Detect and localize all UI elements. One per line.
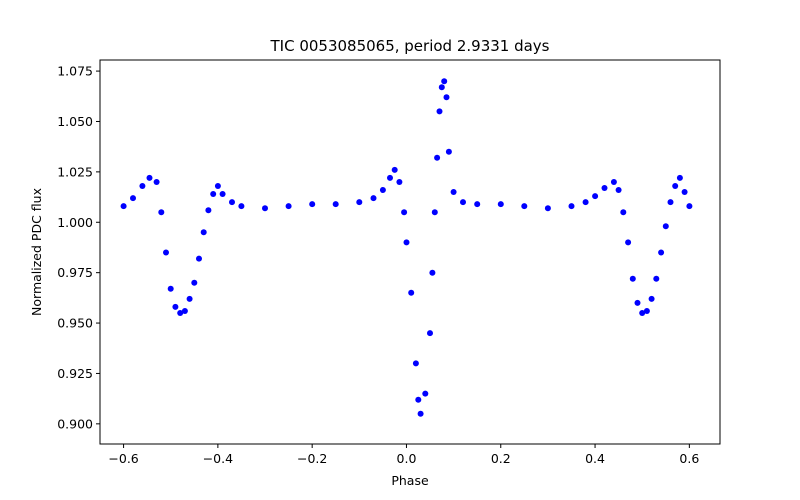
data-point [672, 183, 679, 189]
data-point [415, 396, 422, 403]
y-tick-label: 1.050 [57, 114, 93, 129]
data-point [648, 295, 655, 302]
data-point [181, 308, 188, 314]
data-point [436, 108, 443, 115]
data-point [658, 249, 665, 256]
y-tick-label: 0.975 [57, 265, 93, 280]
data-point [408, 289, 415, 296]
y-tick-label: 0.925 [57, 366, 93, 381]
data-point [686, 203, 693, 210]
data-point [403, 239, 410, 246]
data-point [163, 249, 169, 256]
x-tick-label: 0.0 [397, 451, 417, 466]
data-point [662, 223, 669, 230]
data-point [238, 203, 245, 210]
y-tick-label: 1.075 [57, 64, 93, 79]
data-point [332, 201, 339, 208]
data-point [396, 179, 403, 185]
data-point [191, 279, 198, 286]
y-tick-label: 0.900 [57, 416, 93, 431]
plot-frame [99, 59, 721, 445]
x-tick-label: 0.6 [679, 451, 699, 466]
data-point [153, 179, 160, 185]
x-tick-label: −0.4 [203, 451, 233, 466]
data-point [438, 84, 445, 91]
data-point [582, 199, 589, 206]
data-points [120, 78, 693, 417]
data-point [285, 203, 292, 210]
data-point [391, 166, 398, 173]
data-point [643, 308, 650, 314]
data-point [401, 209, 408, 216]
data-point [431, 209, 438, 216]
x-tick-label: 0.4 [585, 451, 605, 466]
data-point [379, 187, 386, 193]
x-axis-label: Phase [391, 473, 429, 488]
data-point [676, 174, 683, 181]
data-point [592, 193, 599, 200]
data-point [417, 410, 424, 417]
x-tick-label: −0.2 [297, 451, 327, 466]
data-point [186, 295, 193, 302]
data-point [629, 275, 636, 282]
data-point [422, 390, 429, 397]
data-point [196, 255, 202, 262]
data-point [219, 191, 226, 197]
data-point [681, 189, 688, 195]
data-point [450, 189, 457, 195]
data-point [443, 94, 450, 101]
y-axis-label: Normalized PDC flux [29, 188, 44, 316]
data-point [521, 203, 528, 210]
data-point [167, 285, 174, 292]
data-point [172, 303, 179, 310]
data-point [214, 183, 221, 189]
data-point [568, 203, 575, 210]
chart-title: TIC 0053085065, period 2.9331 days [269, 37, 549, 55]
data-point [445, 148, 452, 155]
data-point [356, 199, 363, 206]
data-point [429, 269, 436, 276]
data-point [620, 209, 627, 216]
data-point [625, 239, 632, 246]
y-tick-label: 1.025 [57, 164, 93, 179]
y-axis-ticks: 0.900 0.925 0.950 0.975 1.000 1.025 1.050 1.075 [57, 64, 100, 431]
data-point [653, 275, 660, 282]
data-point [309, 201, 316, 208]
plot-area [100, 60, 720, 444]
data-point [177, 310, 184, 316]
data-point [120, 203, 127, 210]
data-point [210, 191, 217, 197]
data-point [205, 207, 212, 214]
data-point [615, 187, 622, 193]
y-tick-label: 0.950 [57, 316, 93, 331]
data-point [262, 205, 268, 212]
data-point [158, 209, 165, 216]
data-point [544, 205, 551, 212]
data-point [427, 330, 433, 337]
data-point [441, 78, 448, 85]
data-point [387, 174, 393, 181]
data-point [370, 195, 377, 202]
data-point [667, 199, 674, 206]
x-tick-label: 0.2 [491, 451, 511, 466]
data-point [639, 310, 646, 316]
x-axis-ticks: −0.6 −0.4 −0.2 0.0 0.2 0.4 0.6 [108, 444, 699, 466]
data-point [474, 201, 481, 208]
data-point [434, 154, 441, 161]
data-point [634, 299, 641, 306]
data-point [200, 229, 207, 236]
data-point [139, 183, 146, 189]
data-point [229, 199, 235, 206]
data-point [460, 199, 466, 206]
x-tick-label: −0.6 [108, 451, 138, 466]
data-point [610, 179, 617, 185]
data-point [601, 185, 608, 191]
data-point [412, 360, 419, 367]
data-point [130, 195, 136, 202]
y-tick-label: 1.000 [57, 215, 93, 230]
data-point [146, 174, 153, 181]
data-point [497, 201, 504, 208]
